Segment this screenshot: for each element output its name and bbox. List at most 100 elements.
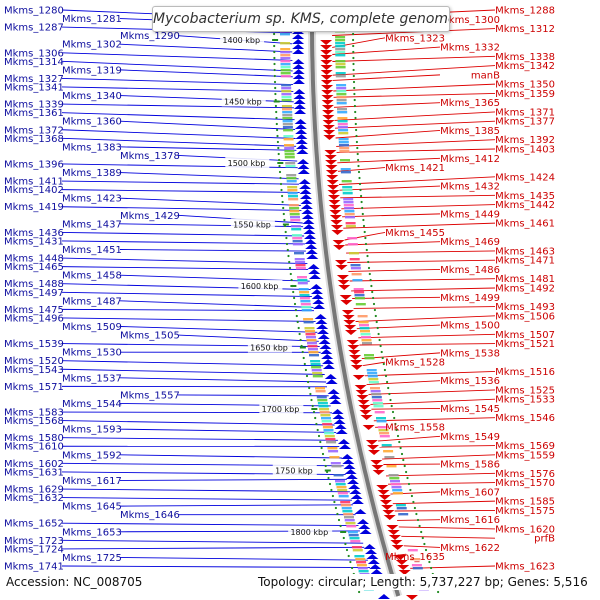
topology-label: Topology: [258, 575, 315, 589]
forward-gene-label: Mkms_1383 [62, 142, 122, 153]
guide-dot [353, 98, 356, 102]
feature-block [388, 474, 399, 477]
feature-block [379, 432, 390, 435]
feature-block [368, 378, 379, 381]
guide-dot [285, 242, 289, 246]
forward-gene-label: Mkms_1580 [4, 433, 64, 444]
feature-block [356, 561, 367, 564]
scale-label-bg [230, 218, 275, 230]
reverse-gene [329, 210, 342, 215]
guide-dot [273, 74, 276, 78]
reverse-gene-label: Mkms_1521 [495, 339, 555, 350]
guide-dot [358, 176, 361, 180]
feature-block [303, 321, 314, 324]
feature-block [294, 258, 305, 261]
forward-gene [306, 254, 319, 259]
label-connector [355, 315, 496, 322]
reverse-gene [378, 495, 391, 500]
feature-block [320, 414, 331, 417]
guide-dot [363, 230, 366, 234]
forward-gene [308, 274, 321, 279]
accession-value: NC_008705 [73, 575, 143, 589]
forward-gene [328, 394, 341, 399]
feature-block [286, 174, 297, 177]
forward-gene-label: Mkms_1437 [62, 219, 122, 230]
forward-gene [357, 519, 369, 524]
label-connector [61, 180, 300, 185]
feature-block [338, 138, 349, 141]
guide-dot [352, 50, 355, 54]
label-connector [119, 223, 304, 228]
guide-dot [311, 404, 314, 408]
scale-label-bg [221, 95, 266, 107]
forward-gene-label: Mkms_1465 [4, 262, 64, 273]
feature-block [299, 291, 310, 294]
forward-gene [292, 79, 305, 84]
feature-block [336, 84, 347, 87]
guide-dot [420, 530, 423, 534]
feature-block [321, 417, 331, 420]
feature-block [349, 537, 360, 540]
reverse-gene-label: Mkms_1486 [440, 265, 500, 276]
reverse-gene-label: Mkms_1481 [495, 274, 555, 285]
feature-block [335, 72, 346, 75]
backbone-line [310, 14, 401, 597]
forward-gene-label: Mkms_1287 [4, 23, 64, 34]
guide-dot [426, 554, 429, 558]
reverse-gene [362, 425, 375, 430]
guide-dot [400, 452, 404, 456]
guide-dot [301, 350, 304, 354]
feature-tracks [272, 14, 440, 600]
guide-dot [308, 386, 311, 390]
feature-block [373, 405, 384, 408]
feature-block [360, 330, 370, 333]
guide-dot [372, 296, 375, 300]
guide-dot [274, 104, 277, 108]
feature-block [282, 117, 293, 120]
reverse-gene [372, 470, 385, 475]
label-connector [342, 213, 441, 218]
forward-gene [365, 549, 378, 554]
reverse-gene [359, 410, 372, 415]
forward-gene [349, 489, 362, 494]
guide-dot [299, 338, 302, 342]
forward-gene [295, 129, 308, 134]
forward-gene [348, 484, 361, 489]
feature-block [290, 225, 301, 228]
label-connector [119, 326, 318, 333]
feature-block [301, 306, 312, 309]
reverse-gene-label: Mkms_1576 [495, 469, 555, 480]
reverse-gene [324, 150, 337, 155]
label-connector [370, 398, 496, 405]
reverse-gene-label: Mkms_1469 [440, 237, 500, 248]
guide-dot [421, 536, 424, 540]
feature-block [364, 357, 375, 360]
reverse-gene [322, 120, 335, 125]
reverse-gene [370, 460, 383, 465]
guide-dot [273, 50, 276, 54]
reverse-gene-label: Mkms_1338 [495, 52, 555, 63]
label-connector [351, 287, 496, 292]
forward-gene [354, 509, 367, 514]
reverse-gene-label: manB [471, 70, 500, 81]
reverse-gene-label: Mkms_1558 [385, 423, 445, 434]
feature-block [281, 90, 292, 93]
reverse-gene [383, 515, 396, 520]
feature-block [392, 492, 403, 495]
forward-gene-label: Mkms_1520 [4, 356, 64, 367]
label-connector [61, 129, 296, 139]
feature-block [366, 369, 377, 372]
feature-block [372, 399, 383, 402]
forward-gene [292, 69, 305, 74]
feature-block [280, 69, 291, 72]
scale-label-bg [288, 526, 333, 537]
reverse-gene-label: Mkms_1432 [440, 182, 500, 193]
guide-dot [367, 260, 370, 264]
feature-block [374, 411, 385, 414]
guide-dot [333, 500, 336, 504]
forward-gene [298, 179, 311, 184]
reverse-gene [320, 50, 333, 55]
feature-block [367, 375, 378, 378]
reverse-gene-label: Mkms_1585 [495, 497, 555, 508]
guide-dot [286, 248, 289, 252]
